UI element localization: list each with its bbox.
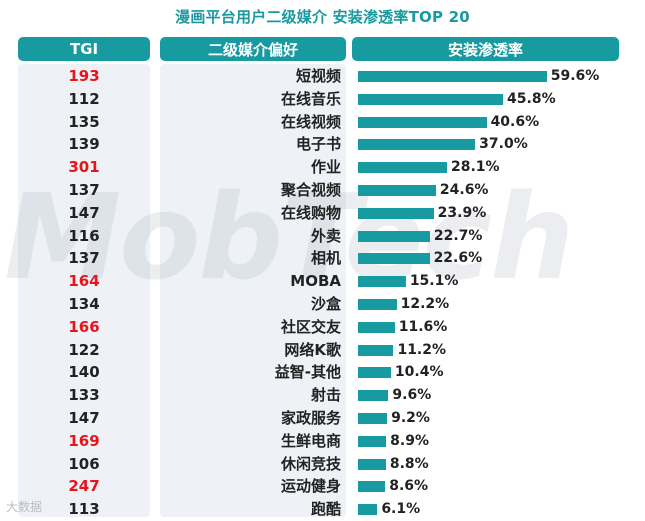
value-label: 9.6%: [392, 387, 432, 404]
category-label: 益智-其他: [274, 363, 341, 382]
category-label: 电子书: [295, 135, 341, 154]
penetration-bar: [358, 276, 406, 288]
tgi-value: 135: [68, 112, 100, 131]
category-label: 在线视频: [280, 112, 341, 131]
category-label: 外卖: [310, 226, 341, 245]
category-label: 社区交友: [280, 317, 341, 336]
tgi-value: 147: [68, 409, 100, 427]
penetration-bar: [358, 458, 386, 470]
tgi-value: 133: [68, 386, 100, 405]
penetration-bar: [358, 93, 504, 105]
tgi-value: 140: [68, 363, 100, 382]
tgi-value: 147: [68, 203, 100, 222]
penetration-bar: [358, 504, 378, 516]
value-label: 40.6%: [490, 113, 540, 130]
value-label: 12.2%: [400, 296, 450, 312]
category-label: 射击: [310, 386, 341, 405]
value-label: 22.6%: [433, 250, 483, 267]
tgi-column-panel: [18, 64, 150, 517]
tgi-value: 193: [68, 67, 100, 85]
value-label: 8.6%: [389, 478, 429, 495]
penetration-bar: [358, 299, 397, 310]
footer-watermark: 大数据: [6, 500, 43, 514]
value-label: 8.9%: [390, 432, 429, 449]
tgi-value: 113: [68, 500, 100, 519]
tgi-value: 112: [68, 89, 100, 108]
tgi-value: 134: [68, 295, 100, 313]
tgi-value: 247: [68, 477, 100, 496]
penetration-bar: [358, 71, 547, 82]
value-label: 10.4%: [394, 364, 444, 381]
penetration-bar: [358, 390, 389, 402]
value-label: 11.2%: [397, 341, 447, 358]
penetration-bar: [358, 230, 430, 242]
penetration-bar: [358, 413, 388, 424]
value-label: 8.8%: [389, 455, 429, 472]
value-label: 23.9%: [437, 204, 487, 221]
category-label: 作业: [310, 158, 341, 177]
category-label: 休闲竞技: [280, 454, 341, 473]
category-column-panel: [160, 64, 346, 517]
penetration-bar: [358, 185, 436, 196]
tgi-value: 166: [68, 317, 100, 336]
tgi-column-header: TGI: [18, 37, 150, 61]
value-label: 9.2%: [391, 410, 430, 426]
category-label: 短视频: [295, 67, 341, 85]
value-label: 6.1%: [381, 501, 421, 518]
tgi-value: 137: [68, 249, 100, 268]
value-label: 28.1%: [450, 159, 500, 176]
penetration-bar: [358, 207, 434, 219]
chart-title: 漫画平台用户二级媒介 安装渗透率TOP 20: [175, 8, 470, 26]
tgi-value: 122: [68, 340, 100, 359]
category-label: 生鲜电商: [280, 431, 341, 450]
tgi-value: 139: [68, 135, 100, 154]
value-label: 15.1%: [409, 273, 459, 290]
category-label: 运动健身: [280, 477, 341, 496]
tgi-value: 116: [68, 226, 100, 245]
tgi-value: 164: [68, 272, 100, 291]
tgi-value: 137: [68, 181, 100, 199]
value-label: 59.6%: [550, 68, 600, 84]
penetration-bar: [358, 116, 487, 128]
penetration-bar: [358, 253, 430, 265]
penetration-column-header: 安装渗透率: [352, 37, 619, 61]
tgi-value: 169: [68, 431, 100, 450]
category-label: 在线音乐: [280, 89, 341, 108]
category-label: 网络K歌: [284, 340, 341, 359]
penetration-bar: [358, 435, 387, 447]
category-column-header: 二级媒介偏好: [160, 37, 346, 61]
value-label: 11.6%: [398, 318, 448, 335]
penetration-bar: [358, 344, 394, 356]
penetration-bar: [358, 367, 391, 379]
category-label: 沙盒: [310, 295, 341, 313]
penetration-bar: [358, 321, 395, 333]
category-label: 跑酷: [310, 500, 341, 519]
value-label: 45.8%: [507, 90, 556, 107]
penetration-bar: [358, 162, 447, 174]
tgi-value: 106: [68, 454, 100, 473]
penetration-bar: [358, 139, 476, 151]
value-label: 22.7%: [433, 227, 483, 244]
category-label: 在线购物: [280, 203, 341, 222]
category-label: 相机: [310, 249, 341, 268]
tgi-value: 301: [68, 158, 100, 177]
category-label: MOBA: [290, 272, 341, 291]
value-label: 37.0%: [479, 136, 528, 153]
value-label: 24.6%: [439, 182, 489, 198]
penetration-bar: [358, 481, 386, 493]
category-label: 聚合视频: [280, 181, 341, 199]
category-label: 家政服务: [280, 409, 341, 427]
watermark-logo: MobTech: [4, 168, 574, 306]
